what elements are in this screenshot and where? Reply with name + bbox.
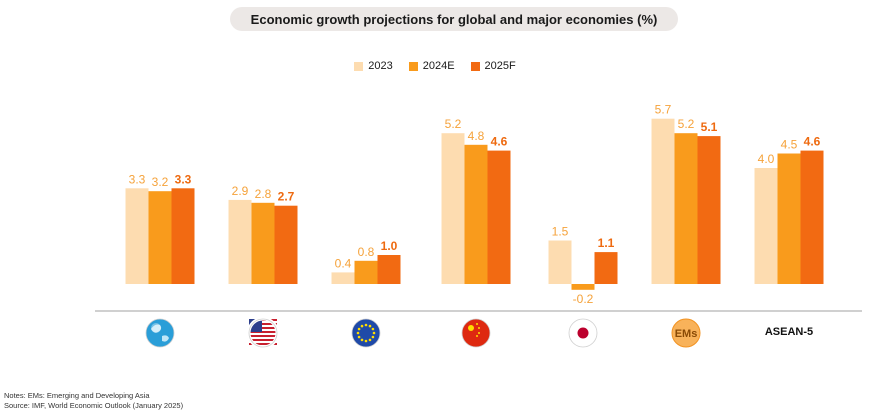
legend-item-2023: 2023	[354, 60, 393, 72]
legend-label-2023: 2023	[368, 60, 393, 72]
china-flag-big-star	[468, 325, 474, 331]
eu-flag-star	[371, 335, 375, 339]
data-label-eu-2023: 0.4	[335, 256, 352, 270]
data-label-eu-2024e: 0.8	[358, 245, 375, 259]
data-label-ems-2024e: 5.2	[678, 117, 695, 131]
bar-asean-5-2023	[754, 168, 778, 284]
bar-ems-2025f	[697, 136, 721, 284]
china-flag-small-star	[476, 335, 478, 337]
eu-flag-star	[356, 331, 360, 335]
us-flag-stripe	[249, 339, 277, 341]
ems-badge-icon	[671, 318, 701, 348]
legend-item-2024e: 2024E	[408, 60, 455, 72]
category-label-asean-5: ASEAN-5	[764, 326, 814, 338]
china-flag-small-star	[478, 327, 480, 329]
globe-land-shape	[151, 324, 169, 342]
bar-china-2023	[441, 133, 465, 284]
china-flag-small-star	[478, 332, 480, 334]
data-label-global-2023: 3.3	[129, 172, 146, 186]
eu-flag-star	[360, 324, 364, 328]
bar-us-2024e	[251, 202, 275, 284]
source-line: Source: IMF, World Economic Outlook (Jan…	[4, 401, 184, 410]
data-label-china-2024e: 4.8	[468, 129, 485, 143]
bar-global-2025f	[171, 188, 195, 284]
data-label-ems-2025f: 5.1	[701, 120, 718, 134]
us-flag-stripe	[249, 335, 277, 337]
us-flag-border	[248, 318, 278, 348]
chart-notes: Notes: EMs: Emerging and Developing Asia…	[4, 391, 183, 411]
bar-china-2025f	[487, 150, 511, 284]
data-label-ems-2023: 5.7	[655, 103, 672, 117]
data-label-japan-2024e: -0.2	[573, 292, 594, 306]
bar-japan-2024e	[571, 284, 595, 290]
legend-swatch-2024e	[408, 61, 418, 71]
legend-swatch-2023	[354, 61, 364, 71]
data-label-japan-2023: 1.5	[552, 225, 569, 239]
bar-japan-2025f	[594, 252, 618, 284]
data-label-global-2025f: 3.3	[175, 172, 192, 186]
data-label-us-2025f: 2.7	[278, 190, 295, 204]
bar-global-2023	[125, 188, 149, 284]
eu-flag-star	[364, 339, 368, 343]
eu-flag-star	[357, 335, 361, 339]
legend-label-2025f: 2025F	[484, 60, 516, 72]
bar-china-2024e	[464, 144, 488, 284]
data-label-us-2023: 2.9	[232, 184, 249, 198]
data-label-asean-5-2023: 4.0	[758, 152, 775, 166]
us-flag-mask-outer	[247, 317, 279, 349]
chart-legend: 2023 2024E 2025F	[0, 60, 870, 72]
eu-flag-star	[364, 323, 368, 327]
bar-eu-2023	[331, 272, 355, 284]
eu-flag-star	[357, 327, 361, 331]
data-label-asean-5-2025f: 4.6	[804, 135, 821, 149]
data-label-china-2023: 5.2	[445, 117, 462, 131]
data-label-asean-5-2024e: 4.5	[781, 138, 798, 152]
globe-icon	[145, 318, 175, 348]
eu-flag-star	[371, 327, 375, 331]
us-flag-stripe	[249, 323, 277, 325]
data-label-us-2024e: 2.8	[255, 187, 272, 201]
chart-title: Economic growth projections for global a…	[230, 7, 678, 31]
bar-asean-5-2025f	[800, 150, 824, 284]
eu-flag-star	[368, 324, 372, 328]
globe-highlight	[151, 323, 161, 333]
bar-us-2025f	[274, 205, 298, 284]
bar-global-2024e	[148, 191, 172, 284]
bar-ems-2024e	[674, 133, 698, 284]
bar-us-2023	[228, 199, 252, 284]
china-flag-small-star	[476, 323, 478, 325]
japan-flag-sun	[577, 327, 589, 339]
eu-flag-star	[368, 338, 372, 342]
bar-japan-2023	[548, 240, 572, 284]
ems-badge-text: EMs	[675, 328, 698, 340]
us-flag-stripe	[249, 331, 277, 333]
data-label-japan-2025f: 1.1	[598, 236, 615, 250]
legend-label-2024e: 2024E	[422, 60, 455, 72]
china-flag-icon	[461, 318, 491, 348]
data-label-china-2025f: 4.6	[491, 135, 508, 149]
bar-ems-2023	[651, 118, 675, 284]
bar-eu-2024e	[354, 260, 378, 284]
legend-item-2025f: 2025F	[470, 60, 516, 72]
data-label-global-2024e: 3.2	[152, 175, 169, 189]
eu-flag-star	[372, 331, 376, 335]
notes-line: Notes: EMs: Emerging and Developing Asia	[4, 391, 150, 400]
eu-flag-icon	[351, 318, 381, 348]
bar-asean-5-2024e	[777, 153, 801, 284]
us-flag-stripe	[249, 343, 277, 345]
bar-eu-2025f	[377, 255, 401, 284]
data-label-eu-2025f: 1.0	[381, 239, 398, 253]
us-flag-stripe	[249, 327, 277, 329]
eu-flag-star	[360, 338, 364, 342]
legend-swatch-2025f	[470, 61, 480, 71]
